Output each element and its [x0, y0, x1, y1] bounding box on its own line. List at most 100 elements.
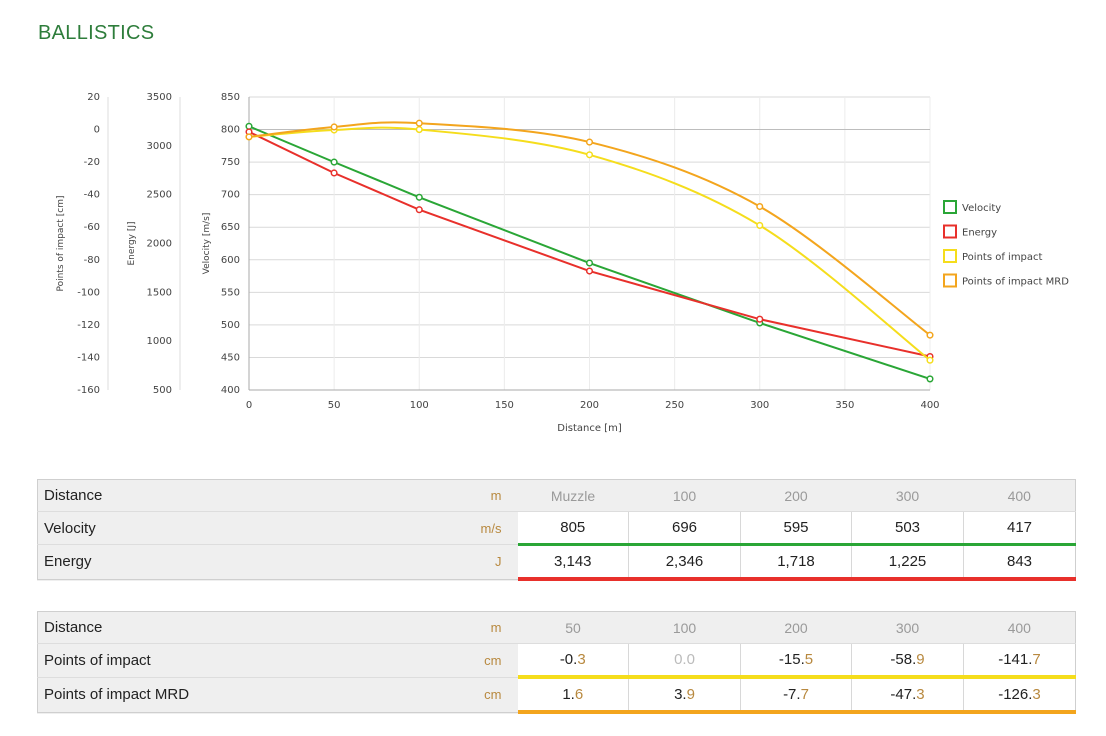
energy-value: 1,718	[740, 544, 852, 581]
legend-label-energy: Energy	[962, 228, 997, 239]
velocity-tick-label: 700	[221, 190, 240, 201]
impact-mrd-unit: cm	[433, 676, 518, 712]
impact-value: -0.3	[517, 643, 629, 679]
distance-col: 300	[895, 619, 920, 636]
x-axis-label: Distance [m]	[557, 423, 622, 434]
legend-label-velocity: Velocity	[962, 203, 1001, 214]
impact-tick-label: -120	[77, 320, 100, 331]
table-header-row: Distance m Muzzle 100 200 300 400	[38, 480, 1076, 512]
distance-col: 400	[1007, 487, 1031, 504]
distance-label: Distance	[44, 487, 103, 504]
distance-unit: m	[490, 488, 502, 503]
velocity-tick-label: 450	[221, 352, 240, 363]
energy-value: 3,143	[517, 544, 629, 581]
legend-label-points-of-impact: Points of impact	[962, 252, 1043, 263]
impact-unit: cm	[433, 643, 518, 677]
distance-label: Distance	[44, 619, 103, 636]
legend-swatch-velocity	[943, 200, 957, 214]
distance-col: 200	[784, 487, 808, 504]
data-point-energy	[585, 267, 594, 275]
velocity-value: 417	[963, 511, 1076, 546]
velocity-tick-label: 650	[221, 222, 240, 233]
energy-tick-label: 2000	[147, 239, 172, 250]
data-point-points-of-impact-mrd	[245, 133, 253, 141]
energy-value: 2,346	[628, 544, 741, 581]
distance-col: 400	[1007, 619, 1031, 636]
energy-axis-label: Energy [J]	[127, 221, 137, 265]
legend-swatch-points-of-impact-mrd	[943, 273, 957, 288]
energy-row: Energy J 3,143 2,346 1,718 1,225 843	[37, 544, 1076, 581]
velocity-unit: m/s	[433, 511, 518, 545]
distance-col: Muzzle	[550, 487, 596, 504]
x-tick-label: 0	[246, 400, 252, 411]
data-point-points-of-impact-mrd	[330, 123, 338, 131]
data-point-energy	[756, 315, 764, 323]
velocity-energy-table: Distance m Muzzle 100 200 300 400 Veloci…	[37, 479, 1076, 581]
impact-tick-label: -40	[84, 190, 100, 201]
impact-value: 0.0	[628, 643, 741, 679]
impact-axis-label: Points of impact [cm]	[56, 195, 66, 291]
impact-tick-label: -140	[77, 352, 100, 363]
data-point-points-of-impact	[585, 151, 594, 159]
data-point-energy	[415, 206, 423, 214]
data-point-points-of-impact-mrd	[585, 138, 594, 146]
energy-tick-label: 3000	[147, 141, 172, 152]
x-tick-label: 300	[750, 400, 769, 411]
x-tick-label: 400	[920, 400, 939, 411]
velocity-tick-label: 750	[221, 157, 240, 168]
distance-col: 100	[672, 619, 697, 636]
impact-mrd-value: 1.6	[517, 676, 629, 714]
energy-label: Energy	[37, 544, 434, 579]
distance-col: 200	[784, 619, 808, 636]
legend-label-points-of-impact-mrd: Points of impact MRD	[962, 277, 1069, 288]
data-point-points-of-impact	[415, 126, 423, 134]
velocity-tick-label: 500	[221, 320, 240, 331]
velocity-value: 805	[517, 511, 629, 546]
data-point-points-of-impact-mrd	[926, 331, 934, 339]
energy-tick-label: 1500	[147, 287, 172, 298]
impact-tick-label: 0	[94, 125, 100, 136]
data-point-points-of-impact	[926, 356, 934, 364]
velocity-value: 503	[851, 511, 964, 546]
data-point-velocity	[585, 259, 594, 267]
impact-mrd-label: Points of impact MRD	[37, 676, 434, 712]
page-title: BALLISTICS	[38, 22, 155, 44]
impact-value: -58.9	[851, 643, 964, 679]
impact-row: Points of impact cm -0.3 0.0 -15.5 -58.9…	[37, 643, 1076, 679]
impact-label: Points of impact	[37, 643, 434, 677]
energy-tick-label: 3500	[147, 92, 172, 103]
x-tick-label: 50	[328, 400, 341, 411]
data-point-velocity	[415, 193, 423, 201]
x-tick-label: 250	[665, 400, 684, 411]
distance-col: 50	[565, 619, 581, 636]
table-header-row: Distance m 50 100 200 300 400	[38, 612, 1076, 644]
legend-swatch-energy	[943, 224, 957, 239]
impact-mrd-value: -126.3	[963, 676, 1076, 714]
x-tick-label: 150	[495, 400, 514, 411]
impact-value: -141.7	[963, 643, 1076, 679]
velocity-tick-label: 800	[221, 125, 240, 136]
data-point-velocity	[245, 122, 253, 130]
velocity-value: 595	[740, 511, 852, 546]
distance-unit: m	[490, 620, 502, 635]
data-point-velocity	[330, 158, 338, 166]
data-point-velocity	[926, 375, 934, 383]
energy-tick-label: 2500	[147, 190, 172, 201]
energy-tick-label: 500	[153, 385, 172, 396]
velocity-tick-label: 550	[221, 287, 240, 298]
impact-mrd-value: -47.3	[851, 676, 964, 714]
velocity-label: Velocity	[37, 511, 434, 545]
impact-value: -15.5	[740, 643, 852, 679]
x-tick-label: 100	[410, 400, 429, 411]
velocity-tick-label: 850	[221, 92, 240, 103]
velocity-axis-label: Velocity [m/s]	[202, 213, 212, 275]
data-point-points-of-impact	[756, 221, 764, 229]
velocity-row: Velocity m/s 805 696 595 503 417	[37, 511, 1076, 546]
impact-tick-label: -60	[84, 222, 100, 233]
data-point-energy	[330, 169, 338, 177]
impact-tick-label: -160	[77, 385, 100, 396]
distance-col: 300	[895, 487, 920, 504]
energy-value: 843	[963, 544, 1076, 581]
impact-mrd-value: 3.9	[628, 676, 741, 714]
